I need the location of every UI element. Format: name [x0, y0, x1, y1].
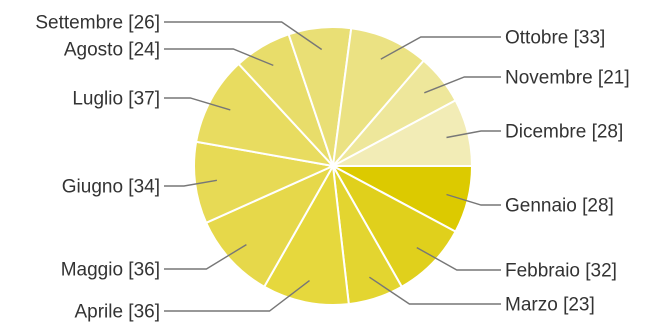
pie-slice-maggio: [205, 165, 334, 288]
leader-line-ottobre: [380, 36, 501, 60]
slice-label-maggio: Maggio [36]: [61, 260, 160, 281]
slice-label-dicembre: Dicembre [28]: [505, 122, 623, 143]
leader-line-aprile: [164, 280, 310, 312]
leader-lines: [164, 21, 501, 312]
leader-line-gennaio: [446, 193, 501, 206]
leader-line-luglio: [164, 97, 231, 111]
slice-label-giugno: Giugno [34]: [62, 177, 160, 198]
slice-label-novembre: Novembre [21]: [505, 68, 630, 89]
slice-label-ottobre: Ottobre [33]: [505, 28, 605, 49]
slice-labels: Gennaio [28] Febbraio [32] Marzo [23] April…: [35, 13, 629, 323]
slice-label-settembre: Settembre [26]: [35, 13, 160, 34]
leader-line-novembre: [424, 76, 501, 94]
leader-line-settembre: [164, 21, 323, 51]
slice-label-agosto: Agosto [24]: [64, 40, 160, 61]
slice-label-marzo: Marzo [23]: [505, 295, 595, 316]
leader-line-agosto: [164, 48, 274, 67]
leader-line-maggio: [164, 244, 247, 270]
leader-line-dicembre: [446, 130, 501, 139]
slice-label-febbraio: Febbraio [32]: [505, 261, 617, 282]
pie-slices: [193, 25, 473, 306]
leader-line-marzo: [369, 276, 501, 305]
leader-line-giugno: [164, 179, 218, 187]
pie-slice-dicembre: [332, 99, 473, 167]
pie-slice-aprile: [263, 165, 350, 306]
slice-label-luglio: Luglio [37]: [72, 89, 160, 110]
slice-label-gennaio: Gennaio [28]: [505, 196, 614, 217]
pie-slice-luglio: [195, 62, 334, 167]
pie-slice-ottobre: [332, 27, 425, 167]
slice-label-aprile: Aprile [36]: [74, 302, 160, 323]
leader-line-febbraio: [416, 246, 501, 271]
pie-slice-giugno: [193, 140, 334, 224]
